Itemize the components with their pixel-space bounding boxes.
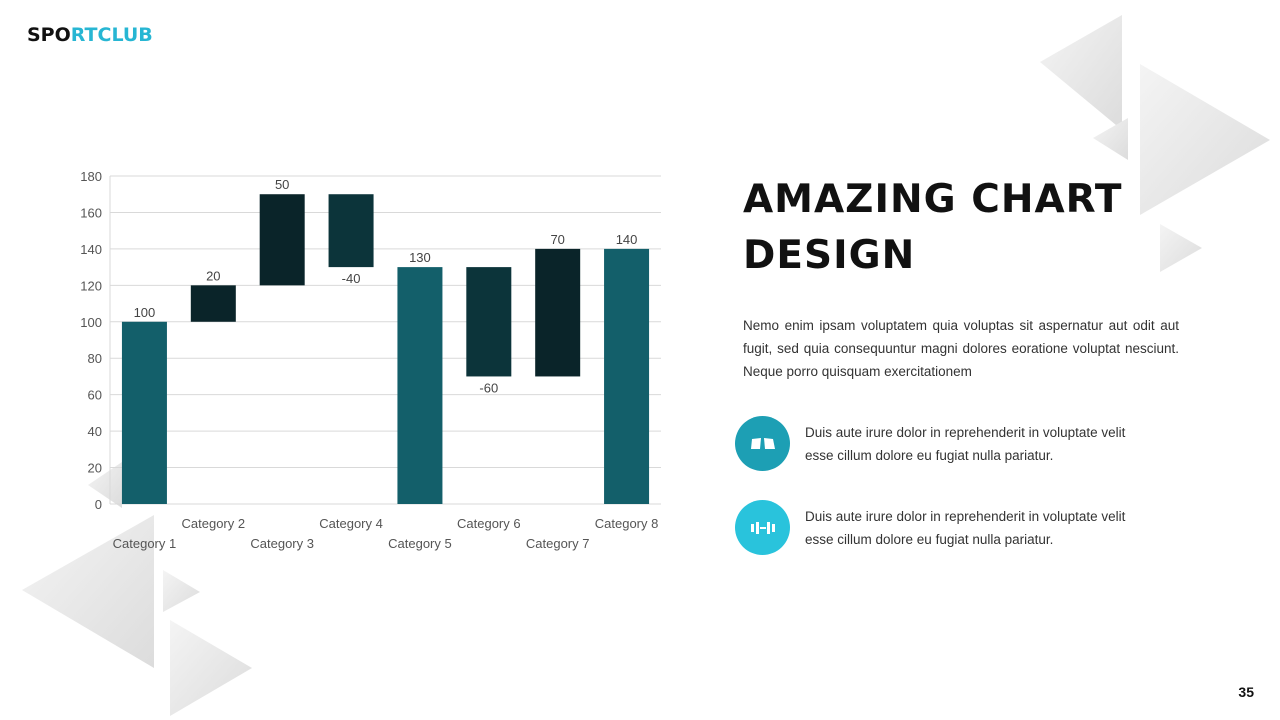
slide-title: AMAZING CHART DESIGN [743, 177, 1123, 278]
y-tick-label: 140 [80, 242, 102, 257]
y-tick-label: 80 [88, 351, 102, 366]
bar [397, 267, 443, 504]
x-tick-label: Category 3 [250, 536, 314, 551]
bar [604, 248, 650, 504]
x-tick-label: Category 1 [113, 536, 177, 551]
bar [190, 285, 236, 322]
data-label: -40 [342, 271, 361, 286]
bar [466, 267, 512, 377]
feature-2-text: Duis aute irure dolor in reprehenderit i… [805, 508, 1126, 547]
feature-1: Duis aute irure dolor in reprehenderit i… [735, 416, 1145, 471]
logo: SPORTCLUB [27, 24, 153, 46]
waterfall-chart: 0 20 40 60 80 100 120 140 160 180 100 Category 1 20 C… [80, 169, 661, 551]
x-tick-label: Category 6 [457, 516, 521, 531]
y-tick-label: 160 [80, 205, 102, 220]
x-tick-label: Category 2 [182, 516, 246, 531]
data-label: 100 [134, 305, 156, 320]
feature-1-text: Duis aute irure dolor in reprehenderit i… [805, 424, 1126, 463]
data-label: 130 [409, 250, 431, 265]
y-tick-label: 20 [88, 461, 102, 476]
boxing-ring-icon [735, 416, 790, 471]
data-label: 70 [550, 232, 564, 247]
data-label: 140 [616, 232, 638, 247]
bar [259, 194, 305, 286]
data-label: 20 [206, 268, 220, 283]
y-tick-label: 120 [80, 278, 102, 293]
y-tick-label: 0 [95, 497, 102, 512]
data-label: -60 [479, 380, 498, 395]
y-tick-label: 100 [80, 315, 102, 330]
y-tick-label: 180 [80, 169, 102, 184]
x-tick-label: Category 5 [388, 536, 452, 551]
y-tick-label: 40 [88, 424, 102, 439]
x-tick-label: Category 8 [595, 516, 659, 531]
data-label: 50 [275, 177, 289, 192]
page-number: 35 [1238, 684, 1254, 700]
bar [328, 194, 374, 268]
bar [121, 321, 167, 504]
bar [535, 248, 581, 377]
dumbbell-icon [735, 500, 790, 555]
x-tick-label: Category 7 [526, 536, 590, 551]
x-tick-label: Category 4 [319, 516, 383, 531]
body-text: Nemo enim ipsam voluptatem quia voluptas… [743, 318, 1179, 379]
feature-2: Duis aute irure dolor in reprehenderit i… [735, 500, 1145, 555]
y-tick-label: 60 [88, 388, 102, 403]
